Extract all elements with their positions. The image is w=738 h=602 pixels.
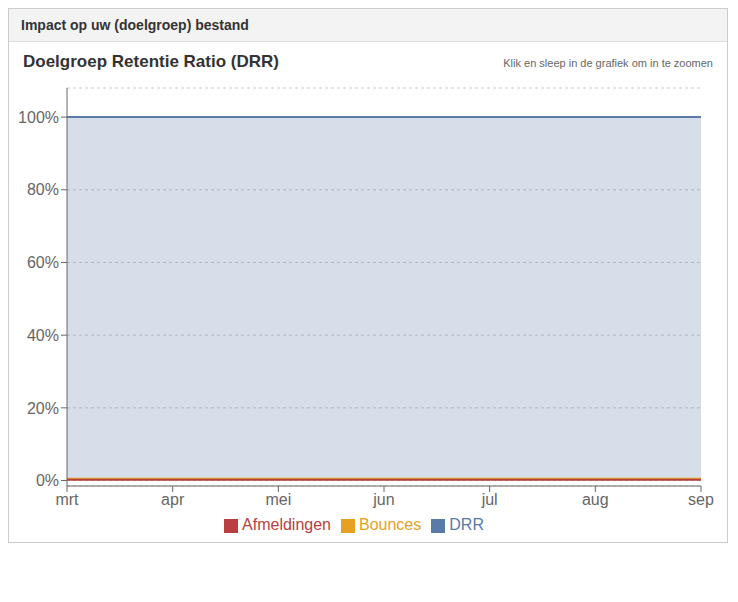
svg-text:mei: mei [265, 491, 291, 508]
svg-text:jul: jul [481, 491, 498, 508]
svg-text:60%: 60% [27, 254, 59, 271]
html-text:Klik en sleep in de grafiek om: Klik en sleep in de grafiek om in te zoo… [503, 57, 713, 69]
svg-text:aug: aug [582, 491, 609, 508]
svg-text:jun: jun [372, 491, 394, 508]
svg-text:20%: 20% [27, 400, 59, 417]
html-text:Bounces: Bounces [359, 516, 422, 533]
svg-text:mrt: mrt [55, 491, 79, 508]
html-text:Doelgroep Retentie Ratio (DRR): Doelgroep Retentie Ratio (DRR) [23, 52, 279, 71]
svg-text:80%: 80% [27, 181, 59, 198]
html-text:DRR: DRR [449, 516, 484, 533]
html-text:Impact op uw (doelgroep) besta: Impact op uw (doelgroep) bestand [21, 17, 249, 33]
svg-text:40%: 40% [27, 327, 59, 344]
svg-text:sep: sep [688, 491, 714, 508]
svg-text:0%: 0% [36, 472, 59, 489]
svg-text:apr: apr [161, 491, 185, 508]
svg-text:100%: 100% [18, 109, 59, 126]
html-text:Afmeldingen: Afmeldingen [242, 516, 331, 533]
